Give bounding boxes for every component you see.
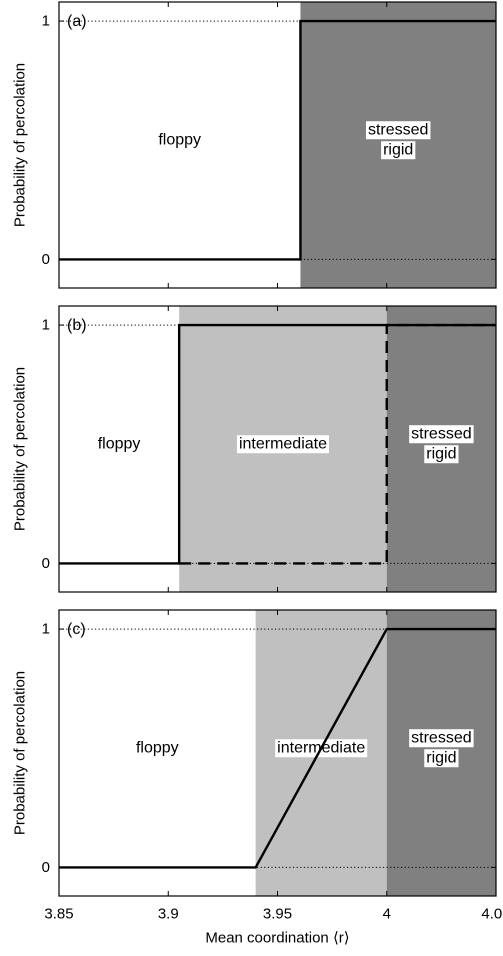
region-label-text: floppy xyxy=(158,132,201,149)
region-label-1: intermediate xyxy=(236,435,329,454)
region-label-background xyxy=(381,141,416,160)
panel-2: floppy intermediate stressed rigid 0 1 (b) Prob… xyxy=(12,305,497,593)
region-label-background xyxy=(409,425,474,444)
region-label-background xyxy=(236,435,329,454)
y-axis-label: Probability of percolation xyxy=(12,367,29,531)
region-label-background xyxy=(424,445,459,464)
y-tick-label: 0 xyxy=(42,859,50,876)
region-label-0: floppy xyxy=(136,740,179,757)
y-tick-label: 1 xyxy=(42,621,50,638)
panel-label: (b) xyxy=(67,317,87,334)
region-label-text: intermediate xyxy=(239,436,327,453)
x-tick-label: 4.05 xyxy=(481,906,503,923)
region-label-text: floppy xyxy=(98,436,141,453)
region-label-text: rigid xyxy=(383,142,413,159)
region-label-text: floppy xyxy=(136,740,179,757)
series-line-0 xyxy=(59,627,496,869)
x-tick-label: 3.85 xyxy=(44,906,73,923)
y-tick-label: 1 xyxy=(42,13,50,30)
x-tick-label: 3.9 xyxy=(158,906,179,923)
region-label-background xyxy=(424,749,459,768)
region-label-0: floppy xyxy=(158,132,201,149)
x-tick-label: 4 xyxy=(383,906,391,923)
series-line-0 xyxy=(59,19,496,261)
region-label-text: rigid xyxy=(426,446,456,463)
region-0 xyxy=(59,610,256,896)
x-tick-label: 3.95 xyxy=(263,906,292,923)
panel-1: floppy stressed rigid 0 1 (a) Probability of p… xyxy=(12,1,497,289)
series-line-1 xyxy=(179,323,496,565)
series-line-0 xyxy=(59,323,496,565)
y-tick-label: 0 xyxy=(42,251,50,268)
region-0 xyxy=(59,2,301,288)
region-0 xyxy=(59,306,180,592)
region-label-background xyxy=(409,729,474,748)
region-label-text: stressed xyxy=(411,730,471,747)
y-axis-label: Probability of percolation xyxy=(12,671,29,835)
panel-label: (c) xyxy=(67,621,86,638)
region-label-2: stressed rigid xyxy=(409,425,474,464)
panel-label: (a) xyxy=(67,13,87,30)
region-label-text: rigid xyxy=(426,750,456,767)
region-label-2: stressed rigid xyxy=(409,729,474,768)
region-label-1: stressed rigid xyxy=(365,121,431,160)
y-tick-label: 0 xyxy=(42,555,50,572)
region-label-text: stressed xyxy=(368,122,428,139)
region-label-0: floppy xyxy=(98,436,141,453)
region-label-text: stressed xyxy=(411,426,471,443)
y-tick-label: 1 xyxy=(42,317,50,334)
y-axis-label: Probability of percolation xyxy=(12,63,29,227)
region-label-background xyxy=(365,121,431,140)
x-axis-label: Mean coordination ⟨r⟩ xyxy=(205,930,349,947)
